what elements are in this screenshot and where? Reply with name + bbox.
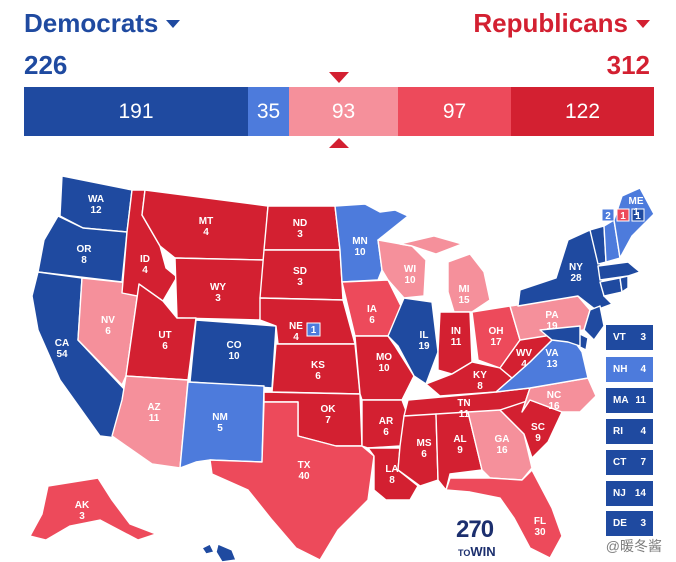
state-label-mo: MO 10 (376, 352, 392, 374)
state-label-ar: AR 6 (379, 416, 394, 438)
svg-text:2: 2 (605, 211, 611, 222)
democrats-total: 226 (24, 50, 68, 80)
state-label-ms: MS 6 (417, 438, 432, 460)
small-state-de[interactable]: DE 3 (606, 511, 653, 536)
bar-segment-safe-r[interactable]: 122 (511, 87, 654, 136)
state-label-pa: PA 19 (545, 310, 558, 332)
state-TX[interactable] (209, 401, 375, 561)
us-electoral-map: 2 1 1 1 WA 12 OR 8 CA 54 ID 4 MT 4 WY 3 NV 6 UT 6 AZ 11 CO… (29, 175, 655, 562)
democrats-label: Democrats (24, 8, 159, 38)
state-AK[interactable] (29, 477, 157, 541)
state-label-or: OR 8 (77, 244, 93, 266)
me-district-box-d2[interactable] (631, 208, 645, 222)
svg-text:1: 1 (311, 325, 317, 336)
caret-down-icon (166, 19, 181, 28)
bar-segment-lean-r[interactable]: 93 (289, 87, 398, 136)
state-label-la: LA 8 (385, 464, 398, 486)
state-label-ia: IA 6 (367, 304, 377, 326)
state-AZ[interactable] (111, 375, 189, 469)
state-label-tn: TN 11 (457, 398, 470, 420)
state-label-nc: NC 16 (547, 390, 561, 412)
me-district-box-r[interactable] (616, 208, 630, 222)
state-NJ[interactable] (583, 305, 605, 341)
state-label-ny: NY 28 (569, 262, 583, 284)
state-label-ga: GA 16 (495, 434, 510, 456)
republicans-label: Republicans (473, 8, 628, 38)
state-label-fl: FL 30 (534, 516, 546, 538)
state-FL[interactable] (445, 469, 563, 559)
state-label-in: IN 11 (451, 326, 462, 348)
me-district-label-1: 2 (605, 211, 611, 222)
state-label-sd: SD 3 (293, 266, 307, 288)
state-WI[interactable] (377, 239, 427, 299)
state-label-hi: HI (203, 552, 213, 562)
state-MA[interactable] (597, 261, 641, 281)
state-MI[interactable] (399, 235, 491, 313)
state-label-ak: AK 3 (75, 500, 90, 522)
caret-down-icon (636, 19, 650, 28)
democrats-dropdown[interactable]: Democrats (24, 8, 181, 39)
state-CT[interactable] (599, 277, 623, 297)
svg-text:1: 1 (635, 211, 641, 222)
state-label-ks: KS 6 (311, 360, 325, 382)
state-label-mt: MT 4 (199, 216, 213, 238)
state-label-wy: WY 3 (210, 282, 226, 304)
state-label-oh: OH 17 (489, 326, 504, 348)
small-state-nh[interactable]: NH 4 (606, 357, 653, 382)
state-label-nd: ND 3 (293, 218, 307, 240)
state-label-ky: KY 8 (473, 370, 487, 392)
small-state-nj[interactable]: NJ 14 (606, 481, 653, 506)
state-RI[interactable] (619, 275, 629, 293)
state-label-wi: WI 10 (404, 264, 416, 286)
me-district-label-3: 1 (635, 211, 641, 222)
state-label-nv: NV 6 (101, 315, 115, 337)
state-label-id: ID 4 (140, 254, 150, 276)
small-state-ma[interactable]: MA 11 (606, 388, 653, 413)
state-label-ca: CA 54 (55, 338, 69, 360)
state-label-mi: MI 15 (458, 284, 470, 306)
state-label-mn: MN 10 (352, 236, 368, 258)
small-state-ri[interactable]: RI 4 (606, 419, 653, 444)
watermark: @暖冬酱 (605, 538, 662, 554)
state-label-il: IL 19 (418, 330, 430, 352)
bar-segment-safe-d[interactable]: 191 (24, 87, 248, 136)
state-label-co: CO 10 (227, 340, 242, 362)
state-ME[interactable] (613, 187, 655, 259)
small-state-vt[interactable]: VT 3 (606, 325, 653, 350)
svg-text:1: 1 (620, 211, 626, 222)
state-label-va: VA 13 (545, 348, 558, 370)
state-IL[interactable] (387, 297, 439, 385)
state-MD[interactable] (539, 325, 581, 347)
small-state-ct[interactable]: CT 7 (606, 450, 653, 475)
270-marker-top-icon (329, 72, 349, 83)
ne-district-box[interactable] (306, 322, 321, 337)
state-label-az: AZ 11 (147, 402, 160, 424)
republicans-dropdown[interactable]: Republicans (473, 8, 650, 39)
bar-segment-likely-d[interactable]: 35 (248, 87, 289, 136)
state-label-nm: NM 5 (212, 412, 228, 434)
ne-district-label: 1 (311, 325, 317, 336)
state-label-wv: WV 4 (516, 348, 532, 370)
state-MS[interactable] (397, 413, 439, 487)
bar-segment-likely-r[interactable]: 97 (398, 87, 511, 136)
electoral-vote-bar: 191 35 93 97 122 (24, 87, 654, 136)
state-label-ok: OK 7 (321, 404, 337, 426)
state-label-ne: NE 4 (289, 321, 303, 343)
state-HI[interactable] (201, 543, 237, 562)
state-label-ut: UT 6 (158, 330, 171, 352)
state-label-wa: WA 12 (88, 194, 104, 216)
state-label-sc: SC 9 (531, 422, 545, 444)
republicans-total: 312 (606, 50, 650, 80)
270-marker-bottom-icon (329, 138, 349, 148)
logo-number: 270 (456, 516, 494, 543)
270towin-logo[interactable]: 270 TOWIN (456, 516, 496, 559)
me-district-box-d[interactable] (601, 208, 615, 222)
state-label-al: AL 9 (453, 434, 466, 456)
state-label-tx: TX 40 (298, 460, 311, 482)
me-district-label-2: 1 (620, 211, 626, 222)
state-label-me: ME 1 (629, 196, 644, 218)
logo-sub: TOWIN (458, 544, 496, 559)
